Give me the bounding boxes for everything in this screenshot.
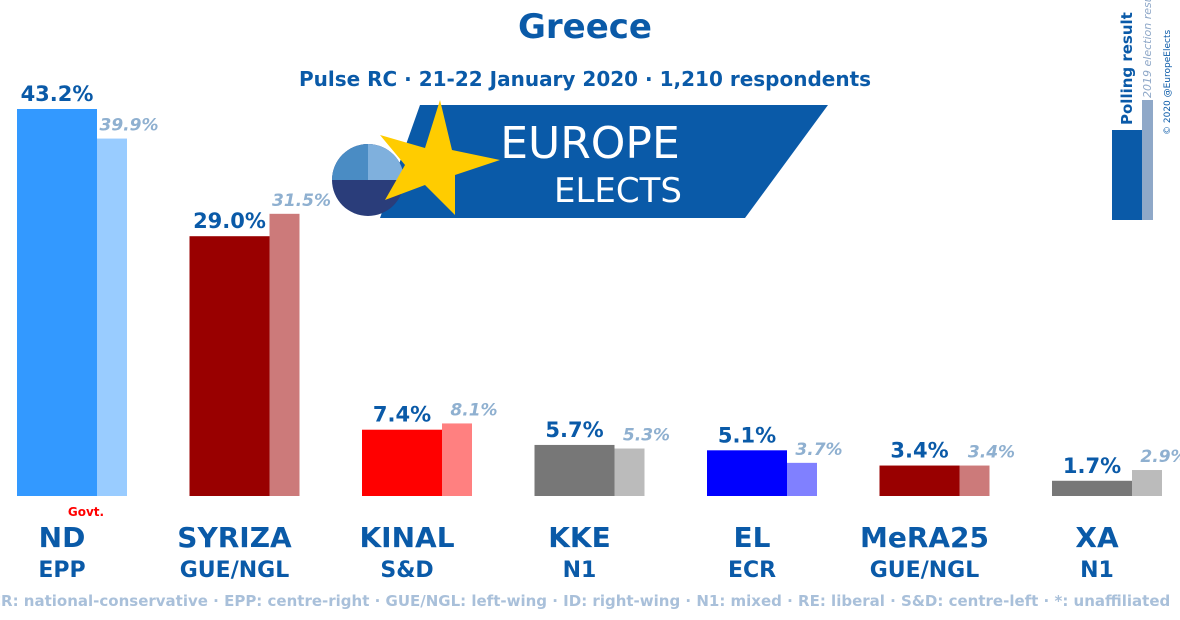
prev-value-label: 8.1%: [450, 400, 497, 420]
poll-value-label: 5.1%: [718, 423, 776, 447]
poll-bar: [534, 444, 615, 496]
svg-text:ELECTS: ELECTS: [554, 171, 682, 211]
prev-bar: [442, 423, 472, 496]
poll-value-label: 7.4%: [373, 403, 431, 427]
prev-value-label: 39.9%: [100, 116, 159, 136]
prev-bar: [97, 138, 127, 496]
govt-label: Govt.: [68, 505, 104, 519]
group-label: N1: [563, 558, 597, 583]
poll-value-label: 3.4%: [890, 439, 948, 463]
prev-value-label: 3.7%: [795, 440, 842, 460]
prev-bar: [614, 448, 645, 496]
poll-bar: [879, 465, 960, 496]
legend: Polling result 2019 election result © 20…: [1112, 0, 1173, 220]
party-label: ND: [39, 521, 86, 554]
poll-value-label: 1.7%: [1063, 454, 1121, 478]
prev-bar: [1132, 470, 1162, 496]
party-label: SYRIZA: [177, 521, 292, 554]
prev-value-label: 5.3%: [623, 426, 670, 446]
party-label: MeRA25: [860, 521, 989, 554]
europe-elects-logo: EUROPE ELECTS: [332, 100, 828, 218]
poll-value-label: 5.7%: [545, 418, 603, 442]
prev-bar: [787, 462, 817, 496]
prev-value-label: 31.5%: [272, 191, 331, 211]
group-label: EPP: [38, 558, 85, 583]
copyright: © 2020 @EuropeElects: [1163, 30, 1173, 135]
poll-bar: [189, 236, 270, 497]
legend-poll: Polling result: [1118, 12, 1136, 125]
svg-text:EUROPE: EUROPE: [500, 118, 680, 169]
prev-value-label: 3.4%: [968, 443, 1015, 463]
poll-bar: [362, 429, 442, 496]
prev-bar: [269, 213, 300, 496]
group-label: GUE/NGL: [180, 558, 289, 583]
poll-value-label: 43.2%: [21, 82, 94, 106]
party-label: KKE: [548, 521, 611, 554]
footer-legend: ECR: national-conservative · EPP: centre…: [0, 592, 1170, 610]
prev-value-label: 2.9%: [1140, 447, 1180, 467]
chart-subtitle: Pulse RC · 21-22 January 2020 · 1,210 re…: [299, 67, 871, 91]
party-label: EL: [734, 521, 771, 554]
group-label: ECR: [728, 558, 776, 583]
party-label: XA: [1075, 521, 1119, 554]
party-label: KINAL: [359, 521, 454, 554]
poll-bar: [707, 450, 787, 496]
poll-bar: [1052, 480, 1132, 496]
group-label: GUE/NGL: [870, 558, 979, 583]
legend-prev: 2019 election result: [1141, 0, 1154, 98]
prev-bar: [959, 465, 990, 496]
poll-value-label: 29.0%: [193, 209, 266, 233]
group-label: N1: [1080, 558, 1114, 583]
group-label: S&D: [380, 558, 433, 583]
chart-title: Greece: [518, 7, 652, 47]
poll-bar: [17, 109, 97, 496]
